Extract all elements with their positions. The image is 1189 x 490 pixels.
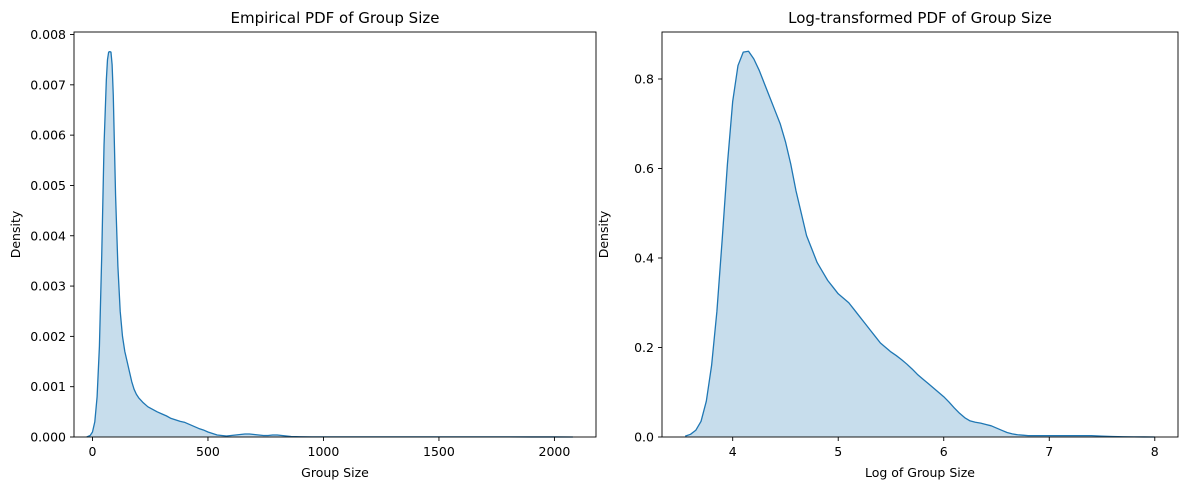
density-curve-line: [685, 50, 1155, 438]
y-tick-label: 0.4: [634, 250, 654, 265]
chart-title: Empirical PDF of Group Size: [231, 9, 440, 27]
axes-frame: [661, 31, 1179, 438]
x-tick-label: 1500: [423, 444, 455, 459]
x-tick-label: 6: [940, 444, 948, 459]
x-tick-label: 1000: [308, 444, 340, 459]
y-tick-label: 0.008: [30, 27, 66, 42]
y-tick-label: 0.2: [634, 340, 654, 355]
y-tick-label: 0.002: [30, 329, 66, 344]
y-tick-label: 0.001: [30, 379, 66, 394]
y-axis-label: Density: [8, 210, 23, 258]
y-tick-label: 0.007: [30, 77, 66, 92]
x-tick-label: 4: [729, 444, 737, 459]
y-tick-label: 0.003: [30, 279, 66, 294]
chart-panel-log-pdf: 4 5 6 7 8 0.0 0.2 0.4 0.6 0.8 Log-transformed PDF …: [596, 9, 1179, 480]
y-tick-label: 0.004: [30, 228, 66, 243]
x-tick-label: 8: [1151, 444, 1159, 459]
x-tick-label: 0: [89, 444, 97, 459]
y-tick-label: 0.8: [634, 71, 654, 86]
chart-panel-empirical-pdf: 0 500 1000 1500 2000 0.000 0.001 0.002 0.003 0.00…: [8, 9, 597, 480]
x-tick-label: 5: [834, 444, 842, 459]
y-tick-label: 0.0: [634, 430, 654, 445]
axes-frame: [73, 31, 597, 438]
x-tick-label: 500: [196, 444, 220, 459]
x-tick-label: 7: [1045, 444, 1053, 459]
x-tick-label: 2000: [539, 444, 571, 459]
x-axis-label: Log of Group Size: [865, 465, 975, 480]
x-axis-label: Group Size: [301, 465, 369, 480]
chart-title: Log-transformed PDF of Group Size: [788, 9, 1052, 27]
density-fill-area: [86, 51, 573, 438]
y-tick-label: 0.6: [634, 161, 654, 176]
y-tick-label: 0.006: [30, 128, 66, 143]
density-fill-area: [685, 51, 1155, 438]
y-axis-label: Density: [596, 210, 611, 258]
y-tick-label: 0.005: [30, 178, 66, 193]
y-tick-label: 0.000: [30, 430, 66, 445]
